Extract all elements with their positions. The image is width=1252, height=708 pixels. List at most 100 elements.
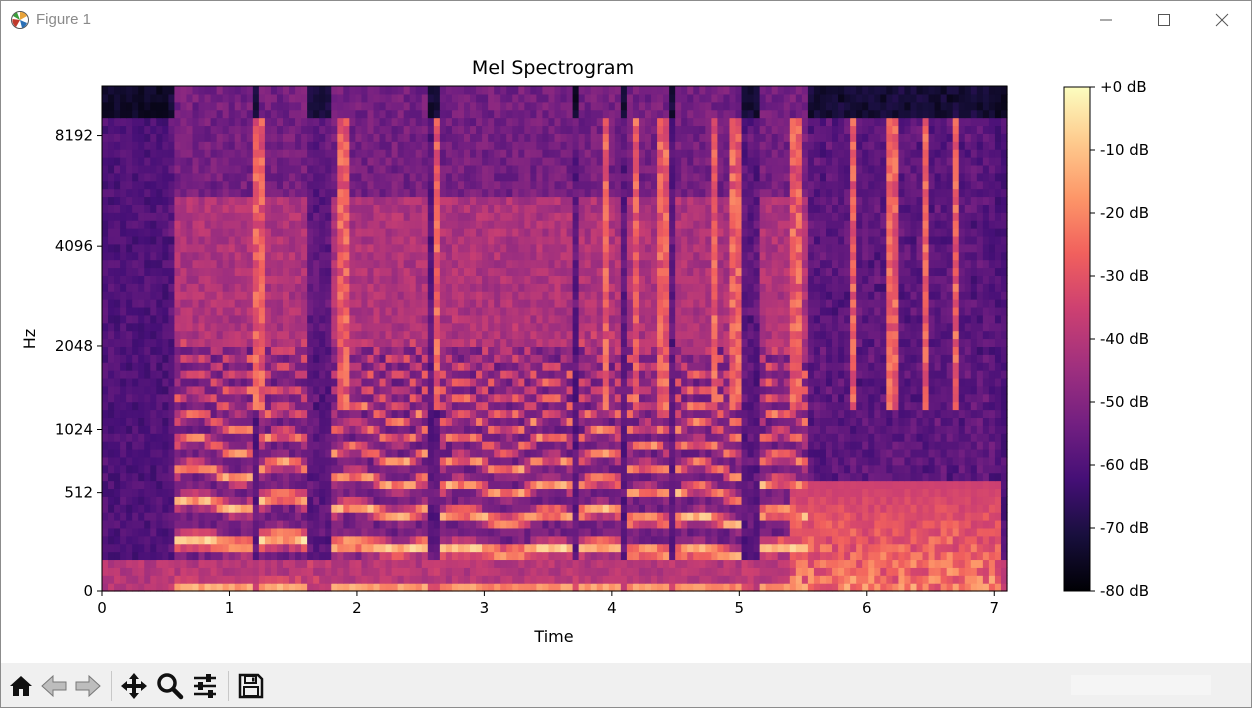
heatmap-cell xyxy=(512,346,519,355)
heatmap-cell xyxy=(506,354,513,363)
heatmap-cell xyxy=(982,354,990,363)
heatmap-cell xyxy=(162,425,169,434)
heatmap-cell xyxy=(934,393,942,403)
heatmap-cell xyxy=(276,512,284,521)
heatmap-cell xyxy=(832,496,839,505)
minimize-button[interactable] xyxy=(1077,1,1135,39)
heatmap-cell xyxy=(524,377,531,387)
heatmap-cell xyxy=(596,575,604,584)
heatmap-cell xyxy=(512,377,519,387)
heatmap-cell xyxy=(626,409,634,419)
heatmap-cell xyxy=(283,567,290,576)
heatmap-cell xyxy=(771,425,779,434)
heatmap-cell xyxy=(530,480,537,490)
heatmap-cell xyxy=(307,464,314,474)
heatmap-cell xyxy=(614,393,622,403)
heatmap-cell xyxy=(620,583,628,592)
heatmap-cell xyxy=(445,417,453,426)
heatmap-cell xyxy=(313,433,320,442)
heatmap-cell xyxy=(289,567,296,576)
close-button[interactable] xyxy=(1193,1,1251,39)
heatmap-cell xyxy=(476,567,483,576)
heatmap-cell xyxy=(264,370,272,379)
heatmap-cell xyxy=(723,448,731,458)
heatmap-cell xyxy=(126,567,133,576)
heatmap-cell xyxy=(385,346,393,355)
heatmap-cell xyxy=(385,417,393,426)
heatmap-cell xyxy=(108,330,115,340)
heatmap-cell xyxy=(403,393,411,403)
heatmap-cell xyxy=(723,504,731,513)
heatmap-cell xyxy=(385,338,393,347)
heatmap-cell xyxy=(258,512,266,521)
heatmap-cell xyxy=(747,527,755,537)
heatmap-cell xyxy=(367,456,375,466)
heatmap-cell xyxy=(186,543,194,553)
heatmap-cell xyxy=(596,559,604,568)
heatmap-cell xyxy=(946,488,954,497)
heatmap-cell xyxy=(168,425,175,434)
heatmap-cell xyxy=(379,527,387,537)
heatmap-cell xyxy=(584,385,592,395)
heatmap-cell xyxy=(681,559,688,568)
heatmap-cell xyxy=(102,512,109,521)
heatmap-cell xyxy=(976,559,984,568)
heatmap-cell xyxy=(729,456,737,466)
heatmap-cell xyxy=(699,330,706,340)
heatmap-cell xyxy=(506,551,513,561)
heatmap-cell xyxy=(355,370,363,379)
maximize-button[interactable] xyxy=(1135,1,1193,39)
heatmap-cell xyxy=(789,330,797,340)
heatmap-cell xyxy=(868,567,875,576)
heatmap-cell xyxy=(427,464,435,474)
heatmap-cell xyxy=(433,385,441,395)
heatmap-cell xyxy=(813,535,821,545)
heatmap-cell xyxy=(433,488,441,497)
heatmap-cell xyxy=(307,535,314,545)
heatmap-cell xyxy=(512,519,519,529)
heatmap-cell xyxy=(500,488,507,497)
heatmap-cell xyxy=(451,527,459,537)
heatmap-cell xyxy=(192,409,200,419)
heatmap-cell xyxy=(632,385,640,395)
heatmap-cell xyxy=(120,385,127,395)
heatmap-cell xyxy=(494,448,501,458)
heatmap-cell xyxy=(645,385,652,395)
heatmap-cell xyxy=(880,362,887,371)
heatmap-cell xyxy=(705,551,712,561)
heatmap-cell xyxy=(910,512,918,521)
heatmap-cell xyxy=(663,346,670,355)
heatmap-cell xyxy=(373,393,381,403)
heatmap-cell xyxy=(542,425,550,434)
heatmap-cell xyxy=(270,346,278,355)
heatmap-cell xyxy=(264,559,272,568)
matplotlib-logo-icon xyxy=(11,11,29,29)
heatmap-cell xyxy=(940,496,948,505)
heatmap-cell xyxy=(198,393,206,403)
heatmap-cell xyxy=(457,480,465,490)
heatmap-cell xyxy=(252,512,260,521)
heatmap-cell xyxy=(699,338,706,347)
heatmap-cell xyxy=(765,346,773,355)
heatmap-cell xyxy=(807,559,815,568)
heatmap-cell xyxy=(210,583,218,592)
title-bar[interactable]: Figure 1 xyxy=(1,1,1251,39)
heatmap-cell xyxy=(385,575,393,584)
heatmap-cell xyxy=(663,338,670,347)
heatmap-cell xyxy=(988,456,996,466)
heatmap-cell xyxy=(349,401,356,411)
heatmap-cell xyxy=(632,370,640,379)
heatmap-cell xyxy=(741,519,749,529)
heatmap-cell xyxy=(457,433,465,442)
heatmap-cell xyxy=(783,456,791,466)
heatmap-cell xyxy=(307,519,314,529)
heatmap-cell xyxy=(693,448,700,458)
heatmap-cell xyxy=(415,354,423,363)
heatmap-cell xyxy=(482,330,489,340)
heatmap-cell xyxy=(180,519,188,529)
heatmap-cell xyxy=(168,512,175,521)
heatmap-cell xyxy=(982,362,990,371)
heatmap-cell xyxy=(264,488,272,497)
heatmap-cell xyxy=(699,559,706,568)
